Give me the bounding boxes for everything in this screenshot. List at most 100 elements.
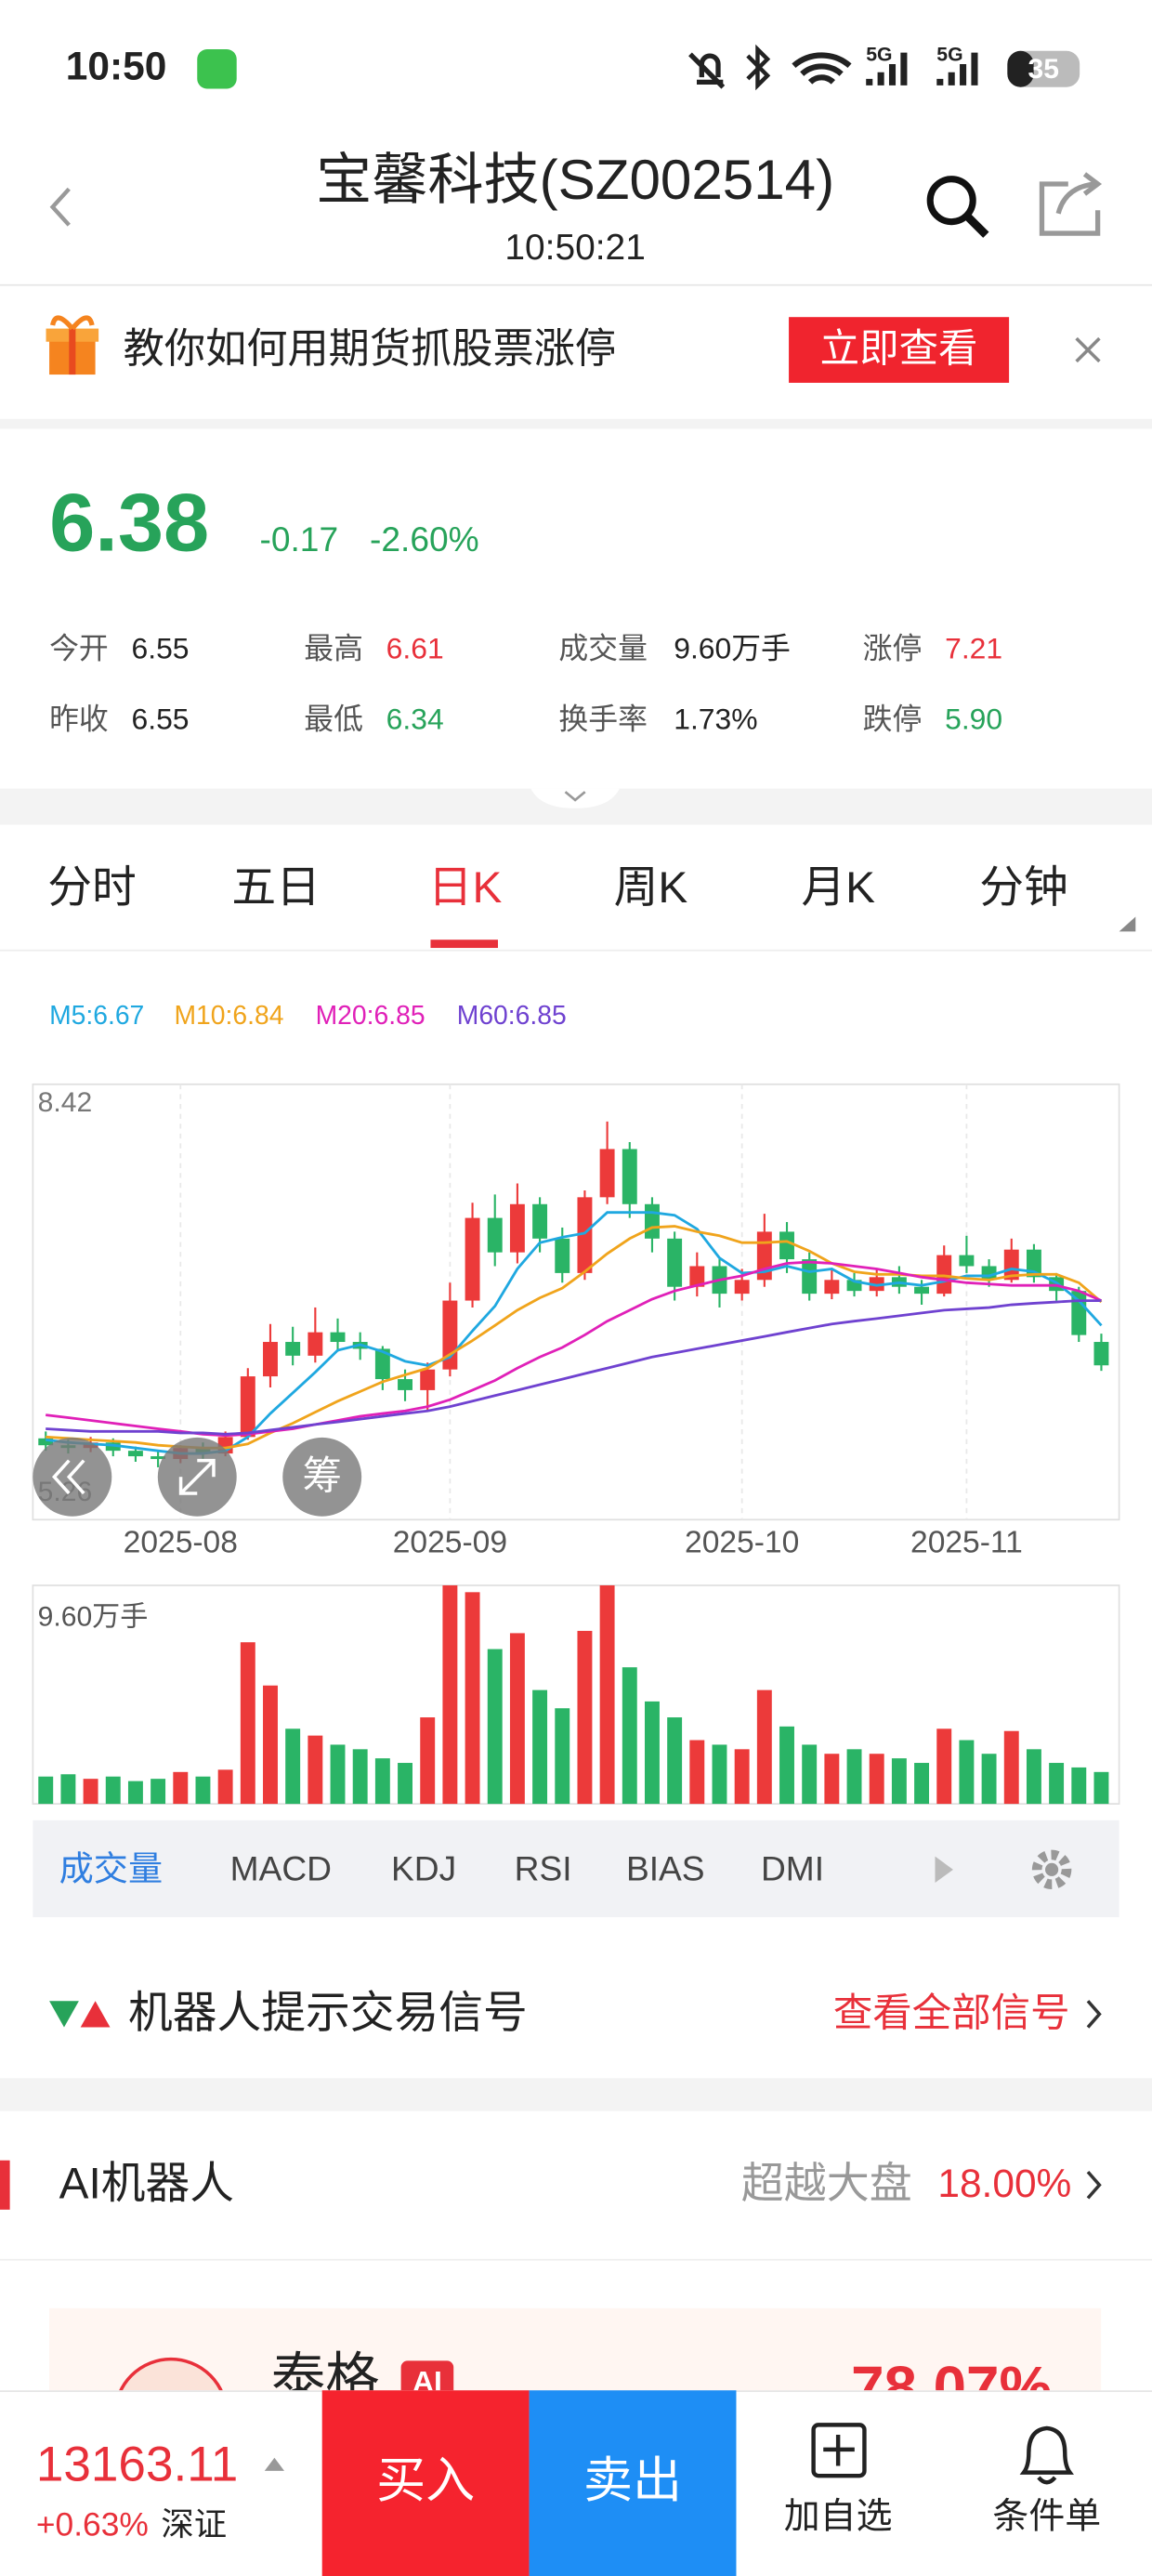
mute-icon <box>688 52 726 89</box>
watch-button[interactable] <box>811 2423 867 2478</box>
volume-bar <box>173 1771 189 1805</box>
stat-label: 换手率 <box>558 703 648 736</box>
volume-bar <box>734 1749 750 1805</box>
chevron <box>564 791 586 802</box>
signal-icon <box>936 52 978 85</box>
indicator-more[interactable] <box>935 1856 953 1883</box>
chevron <box>1086 2000 1102 2029</box>
index-change: +0.63% <box>36 2506 149 2543</box>
indicator-bar <box>33 1820 1119 1918</box>
banner-button-text: 立即查看 <box>820 327 978 371</box>
price: 6.38 <box>49 477 209 569</box>
candle-body <box>667 1238 683 1287</box>
signal-link[interactable]: 查看全部信号 <box>833 1991 1070 2034</box>
indicator-tab[interactable]: BIAS <box>626 1848 705 1887</box>
stat-value: 5.90 <box>945 703 1002 736</box>
divider <box>0 283 1152 286</box>
tab[interactable]: 分时 <box>47 863 136 913</box>
search-button[interactable] <box>926 176 989 238</box>
candle-body <box>330 1332 346 1343</box>
indicator-tab[interactable]: RSI <box>515 1848 572 1887</box>
candle-body <box>577 1197 593 1273</box>
candle-body <box>487 1217 503 1253</box>
indicator-tab[interactable]: DMI <box>761 1848 824 1887</box>
volume-bar <box>891 1758 907 1805</box>
volume-bar <box>151 1779 166 1805</box>
stat-value: 1.73% <box>674 703 757 736</box>
watch-text: 加自选 <box>784 2496 893 2536</box>
volume-bar <box>824 1754 840 1805</box>
settings-button[interactable] <box>1031 1849 1072 1890</box>
x-tick-label: 2025-11 <box>910 1526 1023 1560</box>
battery-text: 35 <box>1028 54 1059 85</box>
stat-label: 最高 <box>304 631 363 664</box>
indicator-tab[interactable]: MACD <box>230 1848 332 1887</box>
stat-value: 6.55 <box>132 703 190 736</box>
volume-bar <box>420 1717 436 1805</box>
close-button[interactable] <box>1075 336 1101 363</box>
chevron[interactable] <box>1086 2170 1102 2200</box>
volume-bar <box>667 1717 683 1805</box>
order-button[interactable] <box>1019 2425 1074 2485</box>
candle-body <box>151 1456 166 1460</box>
chart-frame <box>32 1083 1120 1521</box>
candle-body <box>398 1379 412 1390</box>
banner-button[interactable] <box>789 317 1010 383</box>
volume-bar <box>60 1774 76 1805</box>
volume-bar <box>330 1744 346 1805</box>
candle-body <box>802 1259 818 1295</box>
legend-entry: M60:6.85 <box>457 1000 567 1030</box>
candle-body <box>936 1255 952 1295</box>
candle-body <box>308 1332 323 1356</box>
divider <box>0 949 1152 952</box>
up-icon <box>80 2001 111 2028</box>
stat-value: 9.60万手 <box>674 631 791 664</box>
buy-button[interactable] <box>321 2390 530 2576</box>
ai-value: 18.00% <box>937 2162 1071 2205</box>
share-button[interactable] <box>1039 172 1103 236</box>
candle-body <box>1003 1249 1019 1281</box>
candle-body <box>846 1280 862 1292</box>
back-button[interactable] <box>49 187 71 227</box>
bluetooth-icon <box>746 44 771 91</box>
chart-button[interactable] <box>33 1437 112 1517</box>
candle-body <box>599 1149 615 1198</box>
index-arrow <box>264 2457 285 2471</box>
volume-bar <box>914 1763 930 1805</box>
signal-title: 机器人提示交易信号 <box>128 1989 528 2038</box>
change-pct: -2.60% <box>370 519 479 559</box>
stat-value: 6.55 <box>132 631 190 664</box>
collapse-handle[interactable] <box>530 788 620 808</box>
x-tick-label: 2025-09 <box>393 1526 507 1560</box>
stat-label: 跌停 <box>863 703 923 736</box>
sell-button[interactable] <box>529 2390 737 2576</box>
ai-title: AI机器人 <box>59 2160 234 2209</box>
volume-bar <box>1049 1763 1065 1805</box>
tab[interactable]: 周K <box>614 863 688 913</box>
ai-label: 超越大盘 <box>741 2159 912 2207</box>
volume-bar <box>532 1689 548 1805</box>
tab[interactable]: 分钟 <box>979 863 1067 913</box>
expand-icon <box>178 1458 216 1495</box>
volume-bar <box>374 1758 390 1805</box>
tab[interactable]: 月K <box>801 863 875 913</box>
volume-bar <box>398 1763 412 1805</box>
indicator-tab[interactable]: 成交量 <box>59 1848 163 1887</box>
candle-body <box>420 1369 436 1390</box>
chart-button[interactable] <box>282 1437 362 1517</box>
x-tick-label: 2025-08 <box>124 1526 238 1560</box>
volume-bar <box>127 1781 143 1805</box>
tab[interactable]: 日K <box>428 863 503 913</box>
tab-more[interactable] <box>1119 916 1136 932</box>
gap <box>0 2078 1152 2111</box>
indicator-tab[interactable]: KDJ <box>391 1848 456 1887</box>
volume-bar <box>1071 1767 1087 1805</box>
stat-value: 6.34 <box>386 703 444 736</box>
candle-body <box>105 1442 121 1452</box>
tab[interactable]: 五日 <box>231 863 320 913</box>
stat-label: 今开 <box>49 631 109 664</box>
clock: 10:50 <box>66 44 167 87</box>
candle-body <box>734 1280 750 1295</box>
